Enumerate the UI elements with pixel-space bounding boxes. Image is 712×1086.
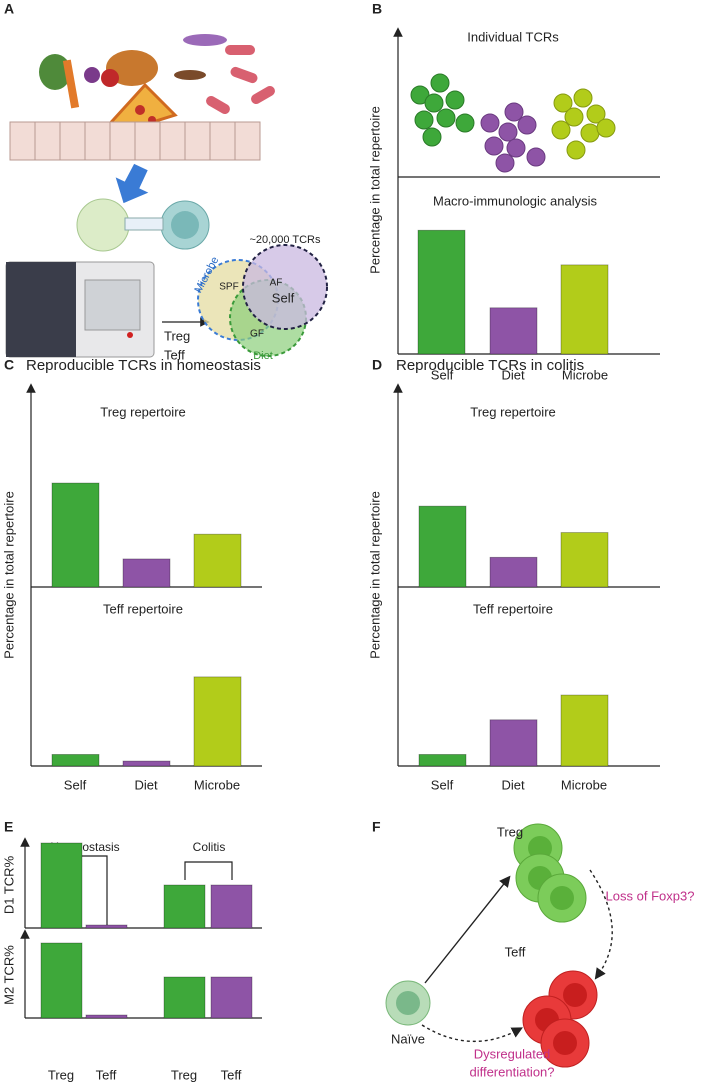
annotation: Dysregulated <box>474 1046 551 1061</box>
arrow <box>424 875 511 984</box>
panel-letter: D <box>372 357 382 373</box>
y-axis-label: Percentage in total repertoire <box>1 491 16 659</box>
section-title: Treg repertoire <box>100 404 186 419</box>
x-tick-label: Treg <box>48 1067 74 1082</box>
venn-label: AF <box>270 278 283 289</box>
bracket <box>184 861 233 880</box>
bar <box>560 532 609 588</box>
y-axis-label: D1 TCR% <box>1 855 16 914</box>
bar <box>40 842 83 929</box>
bar <box>489 719 538 767</box>
group-label: Colitis <box>193 840 226 854</box>
bar <box>210 884 253 929</box>
bar <box>560 694 609 767</box>
x-tick-label: Self <box>431 367 454 382</box>
bar <box>193 533 242 588</box>
panel-letter: A <box>4 1 14 17</box>
x-tick-label: Treg <box>171 1067 197 1082</box>
x-tick-label: Diet <box>134 777 158 792</box>
annotation: Loss of Foxp3? <box>606 888 695 903</box>
panel-letter: B <box>372 1 382 17</box>
x-tick-label: Diet <box>501 367 525 382</box>
x-tick-label: Microbe <box>562 367 608 382</box>
bar <box>85 1014 128 1019</box>
cell-label: Teff <box>164 347 185 362</box>
panel-a-illustration: A ~20,000 TCRs Microbe SPF AF Self GF Di… <box>4 1 328 362</box>
x-tick-label: Self <box>431 777 454 792</box>
arrow <box>421 1024 523 1043</box>
bar <box>418 754 467 767</box>
cell-label: Treg <box>497 824 523 839</box>
cell-label: Naïve <box>391 1031 425 1046</box>
x-tick-label: Diet <box>501 777 525 792</box>
bar <box>163 884 206 929</box>
y-axis-label: Percentage in total repertoire <box>367 106 382 274</box>
venn-label: GF <box>250 329 264 340</box>
section-title: Teff repertoire <box>473 601 553 616</box>
venn-label: Self <box>272 290 295 305</box>
x-tick-label: Teff <box>96 1067 117 1082</box>
annotation: differentiation? <box>469 1064 554 1079</box>
section-title: Teff repertoire <box>103 601 183 616</box>
panel-title: Reproducible TCRs in homeostasis <box>26 357 261 374</box>
x-tick-label: Microbe <box>194 777 240 792</box>
bar <box>163 976 206 1019</box>
x-tick-label: Teff <box>221 1067 242 1082</box>
x-tick-label: Self <box>64 777 87 792</box>
bar <box>122 558 171 588</box>
bar <box>40 942 83 1019</box>
arrow <box>589 869 613 980</box>
tcr-count: ~20,000 TCRs <box>249 234 321 246</box>
bar <box>85 924 128 929</box>
bar <box>193 676 242 767</box>
bar <box>51 482 100 588</box>
bar <box>489 307 538 355</box>
bar <box>122 760 171 767</box>
cell-label: Treg <box>164 328 190 343</box>
bar <box>51 754 100 767</box>
venn-label: Diet <box>253 350 273 362</box>
bar <box>489 556 538 588</box>
section-title: Individual TCRs <box>467 29 559 44</box>
panel-letter: F <box>372 819 381 835</box>
section-title: Macro-immunologic analysis <box>433 193 597 208</box>
bar <box>210 976 253 1019</box>
panel-letter: E <box>4 819 13 835</box>
cell-label: Teff <box>505 944 526 959</box>
panel-d: D Reproducible TCRs in colitis Treg repe… <box>367 357 660 767</box>
section-title: Treg repertoire <box>470 404 556 419</box>
bar <box>560 264 609 355</box>
panel-b: B Individual TCRs Macro-immunologic anal… <box>367 1 660 355</box>
bar <box>418 505 467 588</box>
panel-letter: C <box>4 357 14 373</box>
venn-label: SPF <box>219 282 238 293</box>
x-tick-label: Microbe <box>561 777 607 792</box>
y-axis-label: Percentage in total repertoire <box>367 491 382 659</box>
bar <box>417 229 466 355</box>
y-axis-label: M2 TCR% <box>1 945 16 1005</box>
panel-title: Reproducible TCRs in colitis <box>396 357 584 374</box>
panel-f: F Treg Teff Naïve Loss of Foxp3? Dysregu… <box>372 819 694 1080</box>
